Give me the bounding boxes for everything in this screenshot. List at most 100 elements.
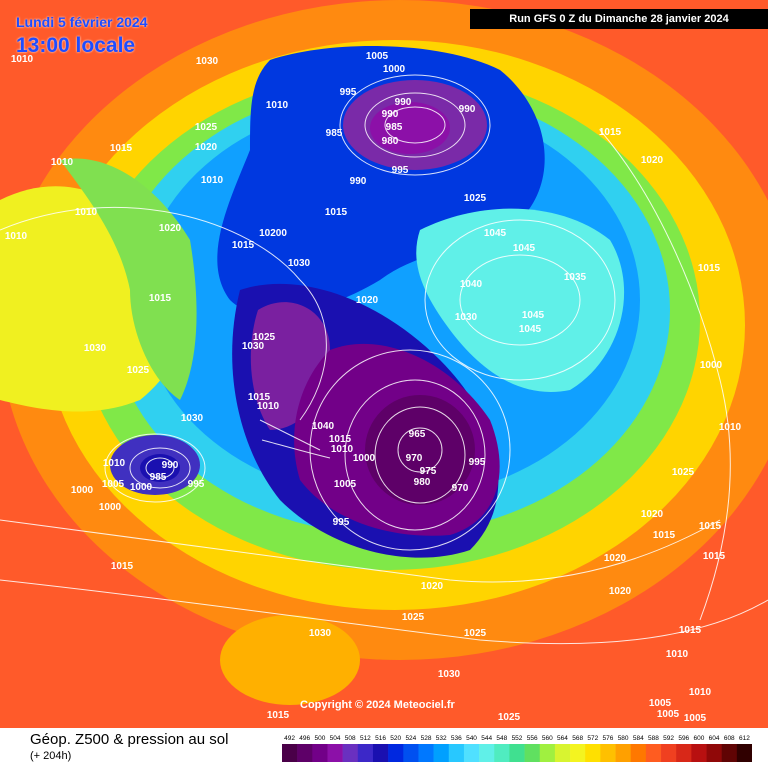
pressure-label: 990 — [459, 104, 476, 115]
legend-swatch — [539, 744, 556, 762]
isobars — [0, 74, 768, 645]
pressure-label: 1015 — [149, 293, 172, 304]
pressure-label: 965 — [409, 429, 426, 440]
legend-tick-label: 548 — [496, 735, 507, 742]
legend-swatch — [342, 744, 359, 762]
pressure-label: 1020 — [159, 223, 182, 234]
legend-swatch — [615, 744, 632, 762]
pressure-label: 995 — [469, 457, 486, 468]
pressure-label: 975 — [420, 466, 437, 477]
pressure-label: 1015 — [679, 625, 702, 636]
pressure-label: 985 — [326, 128, 343, 139]
legend-tick-label: 608 — [724, 735, 735, 742]
legend-tick-label: 532 — [436, 735, 447, 742]
west-green-band — [60, 158, 197, 400]
legend-tick-label: 508 — [345, 735, 356, 742]
pressure-label: 1010 — [331, 444, 354, 455]
legend-tick-label: 556 — [527, 735, 538, 742]
pressure-label: 1005 — [649, 698, 672, 709]
pressure-label: 1020 — [604, 553, 627, 564]
forecast-date: Lundi 5 février 2024 — [16, 14, 148, 30]
pressure-label: 1025 — [253, 332, 276, 343]
pressure-label: 990 — [162, 460, 179, 471]
pressure-label: 1025 — [195, 122, 218, 133]
pressure-label: 1015 — [232, 240, 255, 251]
pressure-label: 970 — [452, 483, 469, 494]
pressure-label: 1045 — [484, 228, 507, 239]
pressure-label: 1045 — [519, 324, 542, 335]
legend-swatch — [570, 744, 586, 762]
pressure-label: 1025 — [672, 467, 695, 478]
legend-swatch — [372, 744, 389, 762]
pressure-label: 1005 — [684, 713, 707, 724]
legend-tick-label: 552 — [512, 735, 523, 742]
map-title: Géop. Z500 & pression au sol — [30, 731, 229, 748]
pressure-label: 1015 — [110, 143, 133, 154]
legend-swatch — [554, 744, 571, 762]
legend-tick-label: 604 — [709, 735, 720, 742]
pressure-label: 1010 — [266, 100, 289, 111]
legend-tick-label: 504 — [330, 735, 341, 742]
legend-tick-label: 492 — [284, 735, 295, 742]
pressure-label: 1005 — [657, 709, 680, 720]
pressure-label: 1020 — [641, 155, 664, 166]
pressure-label: 1000 — [700, 360, 723, 371]
run-info: Run GFS 0 Z du Dimanche 28 janvier 2024 — [470, 9, 768, 29]
legend-swatch — [357, 744, 374, 762]
pressure-label: 1015 — [699, 521, 722, 532]
pressure-label: 995 — [188, 479, 205, 490]
pressure-label: 1030 — [288, 258, 311, 269]
legend-tick-label: 528 — [421, 735, 432, 742]
legend-tick-label: 596 — [678, 735, 689, 742]
legend-swatch — [691, 744, 707, 762]
copyright-text: Copyright © 2024 Meteociel.fr — [300, 699, 455, 711]
pressure-label: 1000 — [130, 482, 153, 493]
pressure-label: 1010 — [689, 687, 712, 698]
legend-swatch — [327, 744, 343, 762]
legend-tick-label: 600 — [694, 735, 705, 742]
legend-swatch — [630, 744, 647, 762]
pressure-label: 1045 — [522, 310, 545, 321]
forecast-time: 13:00 locale — [16, 34, 136, 57]
legend-tick-label: 524 — [405, 735, 416, 742]
legend-tick-label: 564 — [557, 735, 568, 742]
pressure-label: 1020 — [195, 142, 218, 153]
legend-tick-label: 560 — [542, 735, 553, 742]
legend-swatch — [388, 744, 404, 762]
legend-swatch — [706, 744, 722, 762]
legend-tick-label: 520 — [390, 735, 401, 742]
pressure-label: 1015 — [325, 207, 348, 218]
pressure-label: 1040 — [460, 279, 483, 290]
scandinavia-low-core — [365, 395, 475, 505]
pressure-label: 1025 — [498, 712, 521, 723]
pressure-label: 1010 — [103, 458, 126, 469]
pressure-label: 1030 — [309, 628, 332, 639]
legend-tick-label: 572 — [587, 735, 598, 742]
map-subtitle: (+ 204h) — [30, 750, 72, 762]
pressure-label: 990 — [350, 176, 367, 187]
pressure-label: 1020 — [356, 295, 379, 306]
pressure-label: 1010 — [201, 175, 224, 186]
legend-tick-label: 612 — [739, 735, 750, 742]
legend-swatch — [494, 744, 510, 762]
pressure-label: 1015 — [111, 561, 134, 572]
legend-swatch — [479, 744, 495, 762]
pressure-label: 1005 — [366, 51, 389, 62]
pressure-label: 980 — [414, 477, 431, 488]
pressure-label: 1010 — [51, 157, 74, 168]
legend-swatch — [661, 744, 677, 762]
pressure-label: 1000 — [383, 64, 406, 75]
pressure-label: 1015 — [703, 551, 726, 562]
pressure-label: 1015 — [248, 392, 271, 403]
legend-tick-label: 516 — [375, 735, 386, 742]
pressure-label: 1000 — [71, 485, 94, 496]
legend-tick-label: 544 — [481, 735, 492, 742]
subtropical-ridge — [220, 615, 360, 705]
pressure-label: 1030 — [181, 413, 204, 424]
pressure-label: 1010 — [666, 649, 689, 660]
pressure-label: 1000 — [99, 502, 122, 513]
legend-swatch — [403, 744, 419, 762]
pressure-label: 1015 — [599, 127, 622, 138]
pressure-label: 1020 — [609, 586, 632, 597]
